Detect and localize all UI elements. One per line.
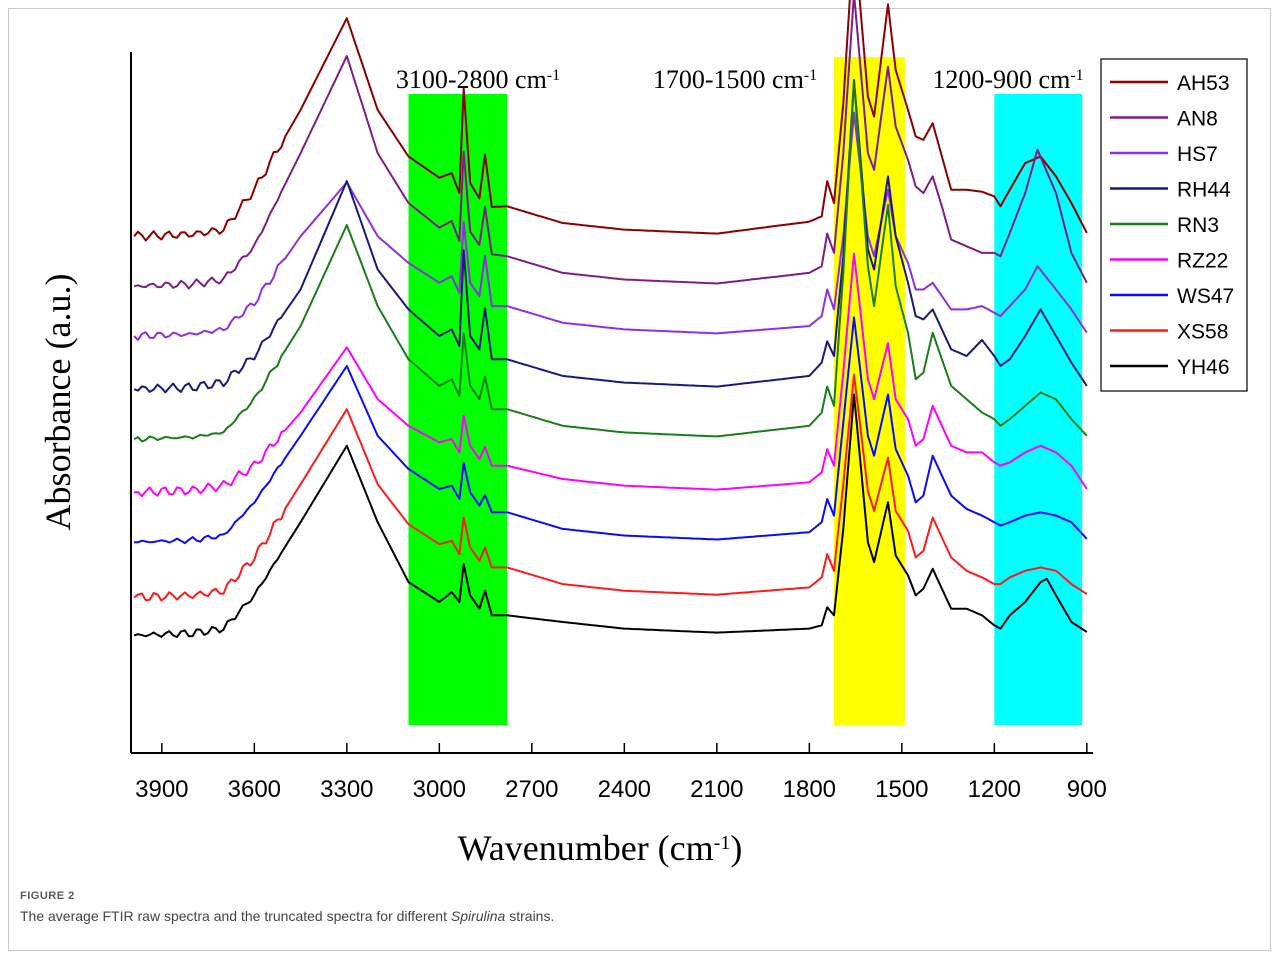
figure-label: FIGURE 2 — [20, 890, 75, 902]
x-tick-label-3900: 3900 — [135, 776, 188, 803]
spectra-lines — [133, 0, 1088, 638]
x-tick-label-900: 900 — [1067, 776, 1107, 803]
legend-label-yh46: YH46 — [1177, 356, 1230, 379]
caption-species: Spirulina — [450, 908, 506, 924]
x-tick-label-3000: 3000 — [413, 776, 466, 803]
caption-text-start: The average FTIR raw spectra and the tru… — [20, 908, 451, 924]
x-ticks: 3900 3600 3300 3000 2700 2400 2100 1800 1500 1200… — [135, 743, 1107, 803]
x-tick-label-1800: 1800 — [783, 776, 836, 803]
legend-label-an8: AN8 — [1177, 108, 1218, 131]
legend-label-rz22: RZ22 — [1177, 250, 1228, 273]
series-line-ah53 — [133, 0, 1088, 242]
y-axis-label: Absorbance (a.u.) — [38, 274, 78, 531]
series-line-ws47 — [134, 316, 1088, 545]
legend-label-ah53: AH53 — [1177, 72, 1230, 95]
series-line-rz22 — [134, 252, 1088, 498]
region-labels: 3100-2800 cm-1 1700-1500 cm-1 1200-900 cm-… — [396, 65, 1084, 94]
legend: AH53 AN8 HS7 RH44 RN3 RZ22 WS47 XS58 YH46 — [1100, 58, 1248, 392]
series-line-rh44 — [133, 79, 1088, 394]
series-line-hs7 — [133, 111, 1088, 341]
region-label-3: 1200-900 cm-1 — [932, 65, 1083, 94]
legend-label-ws47: WS47 — [1177, 285, 1234, 308]
figure-caption: The average FTIR raw spectra and the tru… — [20, 908, 554, 924]
legend-label-hs7: HS7 — [1177, 143, 1218, 166]
axes — [130, 52, 1093, 754]
series-line-yh46 — [133, 393, 1088, 638]
x-tick-label-3600: 3600 — [228, 776, 281, 803]
region-label-1: 3100-2800 cm-1 — [396, 65, 560, 94]
region-band-3 — [994, 94, 1083, 725]
x-tick-label-1500: 1500 — [875, 776, 928, 803]
x-tick-label-2100: 2100 — [690, 776, 743, 803]
ftir-spectra-chart: 3100-2800 cm-1 1700-1500 cm-1 1200-900 cm-… — [38, 0, 1248, 868]
region-label-2: 1700-1500 cm-1 — [653, 65, 817, 94]
figure-frame — [8, 8, 1271, 951]
x-tick-label-2700: 2700 — [505, 776, 558, 803]
legend-label-rn3: RN3 — [1177, 214, 1219, 237]
legend-label-xs58: XS58 — [1177, 321, 1228, 344]
x-axis-label: Wavenumber (cm-1) — [458, 828, 743, 868]
x-tick-label-2400: 2400 — [598, 776, 651, 803]
x-tick-label-3300: 3300 — [320, 776, 373, 803]
legend-label-rh44: RH44 — [1177, 179, 1231, 202]
series-line-xs58 — [133, 373, 1088, 602]
highlight-regions — [408, 57, 1083, 725]
series-line-an8 — [133, 0, 1088, 290]
caption-text-end: strains. — [505, 908, 555, 924]
series-line-rn3 — [133, 80, 1088, 443]
x-tick-label-1200: 1200 — [968, 776, 1021, 803]
